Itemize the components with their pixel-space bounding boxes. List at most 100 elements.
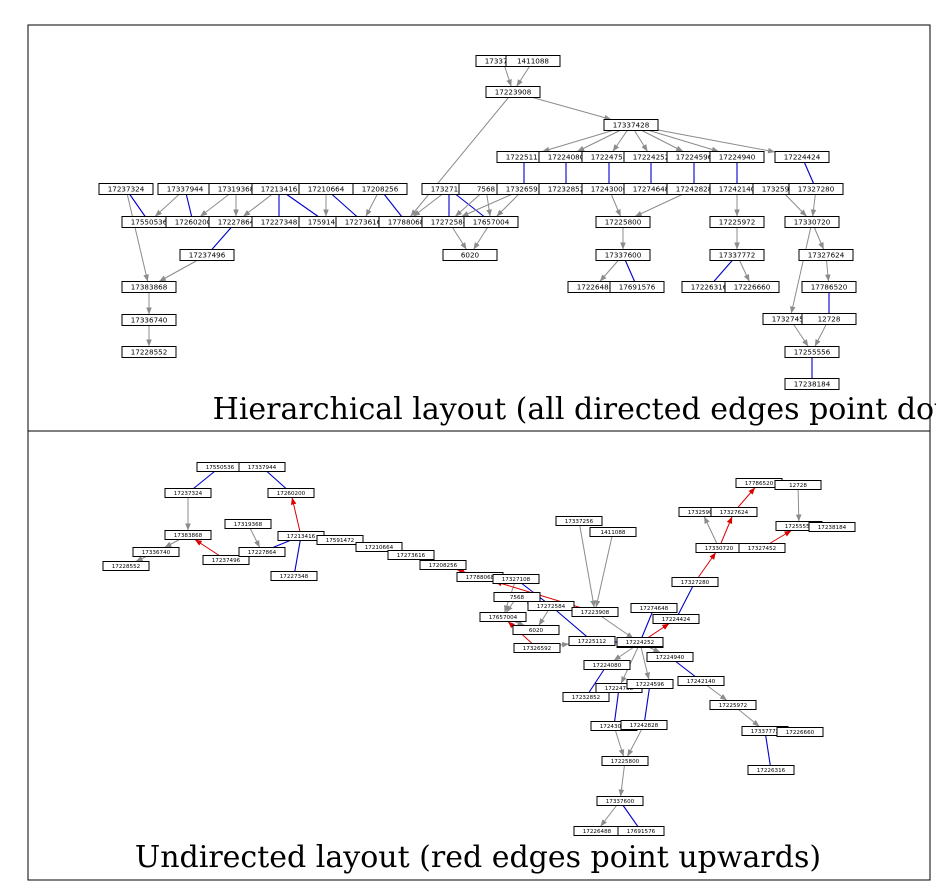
graph-node: 17224080 <box>583 660 631 670</box>
node-box <box>492 574 540 584</box>
graph-node: 17330720 <box>784 216 840 228</box>
graph-node: 17225972 <box>709 216 765 228</box>
node-box <box>646 652 694 662</box>
graph-node: 17260200 <box>267 488 315 498</box>
graph-node: 17337256 <box>555 516 603 526</box>
directed-edge <box>249 528 261 548</box>
graph-node: 17223908 <box>571 607 619 617</box>
node-label: 17228552 <box>112 564 140 570</box>
graph-node: 7568 <box>493 592 541 602</box>
upward-edge <box>697 552 717 578</box>
node-label: 17227864 <box>218 218 255 227</box>
directed-edge <box>158 260 198 282</box>
node-label: 17786520 <box>745 481 774 487</box>
directed-edge <box>641 130 684 152</box>
node-label: 17213416 <box>261 185 298 194</box>
directed-edge <box>496 194 519 217</box>
node-box <box>747 765 795 775</box>
hierarchical-edges <box>126 66 831 379</box>
node-label: 17213416 <box>287 534 316 540</box>
node-label: 17228552 <box>131 348 168 357</box>
graph-node: 17691576 <box>617 826 665 836</box>
node-box <box>164 488 212 498</box>
graph-node: 17337600 <box>595 249 651 261</box>
node-label: 17788068 <box>466 575 495 581</box>
graph-node: 17327452 <box>738 543 786 553</box>
node-box <box>98 183 154 195</box>
node-box <box>571 607 619 617</box>
node-label: 17273616 <box>397 553 426 559</box>
node-box <box>513 643 561 653</box>
node-label: 12728 <box>789 483 807 489</box>
node-label: 17327624 <box>720 510 749 516</box>
directed-edge <box>614 730 625 757</box>
node-label: 17326592 <box>506 185 543 194</box>
node-label: 17232852 <box>548 185 585 194</box>
node-label: 6020 <box>461 251 480 260</box>
undirected-edge <box>383 194 403 217</box>
node-label: 17208256 <box>429 563 458 569</box>
node-label: 17336740 <box>142 550 171 556</box>
upward-edge <box>720 516 733 544</box>
undirected-panel: 17550536 17337944 17237324 17260200 17319368… <box>27 430 931 881</box>
node-label: 17326592 <box>523 646 551 652</box>
node-label: 17242140 <box>687 679 716 685</box>
undirected-edge <box>185 194 193 217</box>
graph-node: 17224424 <box>774 151 830 163</box>
node-box <box>709 700 757 710</box>
graph-node: 1411088 <box>505 55 561 67</box>
node-label: 17550536 <box>131 218 168 227</box>
node-label: 17319368 <box>218 185 255 194</box>
directed-edge <box>810 194 817 217</box>
directed-edge <box>706 685 728 701</box>
node-label: 17337944 <box>167 185 204 194</box>
node-label: 17273616 <box>345 218 382 227</box>
directed-edge <box>793 324 809 347</box>
node-box <box>493 592 541 602</box>
node-label: 17226316 <box>757 768 786 774</box>
node-label: 17337256 <box>485 57 522 66</box>
node-label: 17336740 <box>131 316 168 325</box>
directed-edge <box>618 765 625 797</box>
directed-edge <box>452 227 467 250</box>
node-box <box>352 183 408 195</box>
node-box <box>419 560 467 570</box>
node-box <box>788 183 844 195</box>
node-box <box>485 86 541 98</box>
directed-edge <box>739 260 750 282</box>
node-label: 17224596 <box>676 153 713 162</box>
node-label: 17223908 <box>495 88 532 97</box>
directed-edge <box>538 610 549 626</box>
node-label: 17225972 <box>719 218 756 227</box>
node-label: 17691576 <box>627 829 656 835</box>
graph-node: 17337600 <box>596 796 644 806</box>
directed-edge <box>532 97 612 121</box>
undirected-edge <box>677 586 694 615</box>
directed-edge <box>613 647 634 661</box>
node-label: 17226660 <box>786 730 815 736</box>
node-label: 17337944 <box>248 465 277 471</box>
node-box <box>132 547 180 557</box>
upward-edge <box>290 497 301 532</box>
directed-edge <box>738 709 760 727</box>
node-label: 17255556 <box>785 524 814 530</box>
node-label: 17237496 <box>189 251 226 260</box>
graph-node: 17224940 <box>646 652 694 662</box>
directed-edge <box>657 129 776 154</box>
node-label: 17243000 <box>600 724 629 730</box>
directed-edge <box>814 324 827 347</box>
node-label: 17224758 <box>605 686 634 692</box>
directed-edge <box>640 647 650 680</box>
undirected-edge <box>455 194 485 217</box>
directed-edge <box>784 194 808 217</box>
graph-node: 6020 <box>442 249 498 261</box>
graph-node: 17208256 <box>352 183 408 195</box>
undirected-edge <box>641 612 653 638</box>
directed-edge <box>154 194 180 217</box>
graph-node: 17226660 <box>724 281 780 293</box>
undirected-edge <box>624 260 636 282</box>
node-label: 17657004 <box>473 218 510 227</box>
node-box <box>801 281 857 293</box>
graph-node: 17223908 <box>485 86 541 98</box>
graph-node: 17327280 <box>788 183 844 195</box>
